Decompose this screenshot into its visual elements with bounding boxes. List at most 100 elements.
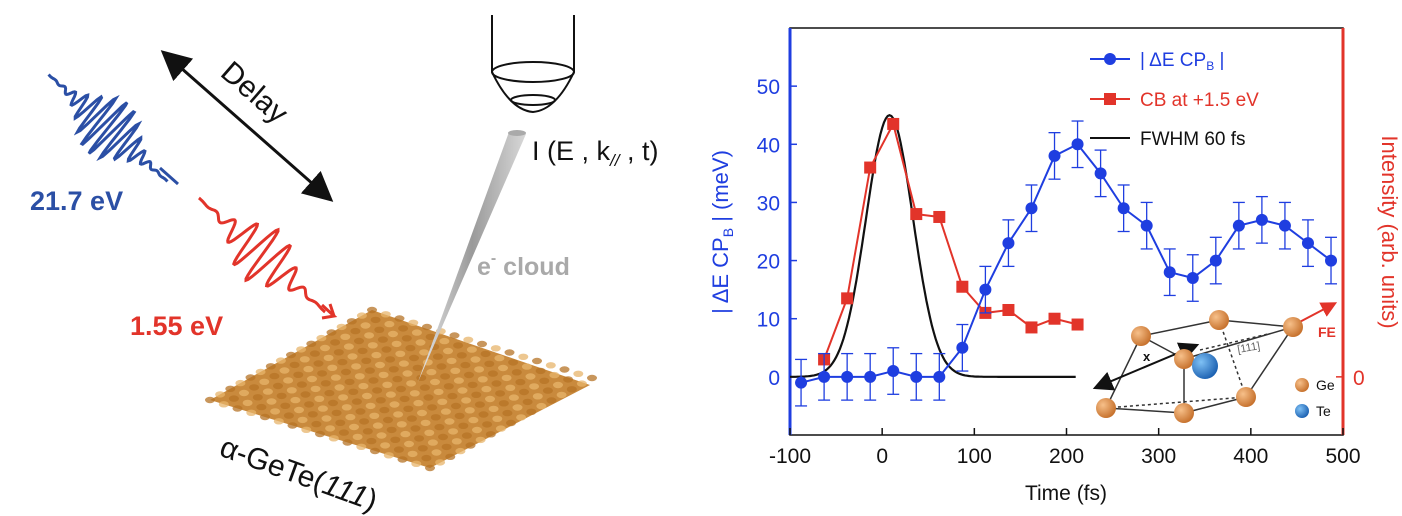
sample-atom xyxy=(343,343,354,350)
sample-atom xyxy=(411,329,422,336)
sample-atom xyxy=(401,335,412,342)
sample-atom xyxy=(399,395,410,403)
sample-atom xyxy=(431,449,442,456)
sample-atom xyxy=(563,376,574,383)
sample-atom xyxy=(420,419,431,427)
delay-label: Delay xyxy=(214,55,294,130)
sample-atom xyxy=(419,384,430,391)
red-series-point xyxy=(864,161,877,174)
sample-atom xyxy=(260,413,270,421)
sample-atom xyxy=(273,382,283,390)
red-series-point xyxy=(1002,303,1015,316)
sample-atom xyxy=(293,371,304,378)
sample-atom xyxy=(276,392,287,400)
sample-atom xyxy=(286,351,296,359)
sample-atom xyxy=(354,373,365,380)
sample-atom xyxy=(437,398,448,405)
sample-atom xyxy=(239,389,249,397)
sample-atom xyxy=(334,384,345,391)
sample-atom xyxy=(252,394,263,401)
sample-atom xyxy=(518,353,529,360)
probe-arrow-head xyxy=(159,166,179,186)
sample-atom xyxy=(310,385,321,393)
y-tick-label: 20 xyxy=(757,251,780,274)
red-series-point xyxy=(956,280,969,293)
sample-atom xyxy=(228,395,239,402)
ge-atom xyxy=(1131,326,1151,346)
sample-atom xyxy=(376,432,387,439)
blue-series-point xyxy=(818,370,831,383)
sample-atom xyxy=(328,399,338,407)
sample-atom xyxy=(369,412,380,419)
signal-label: I (E , k// , t) xyxy=(532,136,658,170)
sample-atom xyxy=(559,366,570,373)
sample-atom xyxy=(448,428,459,435)
blue-series-point xyxy=(1186,272,1199,285)
sample-atom xyxy=(404,440,414,448)
sample-atom xyxy=(375,361,385,369)
sample-atom xyxy=(492,415,503,422)
sample-atom xyxy=(390,436,401,443)
sample-atom xyxy=(359,418,370,425)
sample-atom xyxy=(352,433,363,441)
sample-atom xyxy=(515,378,526,386)
sample-atom xyxy=(542,387,553,394)
sample-atom xyxy=(422,323,432,331)
sample-atom xyxy=(368,377,379,384)
red-series-point xyxy=(933,210,946,223)
sample-atom xyxy=(313,360,324,367)
sample-atom xyxy=(242,399,253,407)
ge-atom xyxy=(1174,349,1194,369)
sample-atom xyxy=(549,371,560,379)
sample-atom xyxy=(270,408,281,415)
sample-atom xyxy=(416,374,427,381)
sample-atom xyxy=(407,450,418,458)
sample-atom xyxy=(501,374,512,382)
sample-atom xyxy=(346,318,357,325)
sample-atom xyxy=(279,367,290,374)
sample-atom xyxy=(512,404,523,411)
sample-atom xyxy=(349,423,359,431)
sample-atom xyxy=(315,430,325,438)
left-schematic: Delay 21.7 eV 1.55 eV α-GeTe(111) I (E ,… xyxy=(30,15,658,516)
sample-atom xyxy=(451,402,461,410)
sample-atom xyxy=(287,422,298,429)
sample-atom xyxy=(454,412,465,420)
sample-atom xyxy=(325,425,336,432)
sample-atom xyxy=(273,418,284,425)
sample-atom xyxy=(324,389,335,397)
sample-atom xyxy=(205,396,215,404)
sample-atom xyxy=(300,391,311,398)
sample-atom xyxy=(414,435,425,442)
sample-atom xyxy=(475,436,486,444)
blue-series-point xyxy=(887,365,900,378)
sample-atom xyxy=(417,445,428,452)
fe-label: FE xyxy=(1318,324,1336,340)
blue-series-point xyxy=(1163,266,1176,279)
sample-atom xyxy=(341,404,352,411)
sample-atom xyxy=(225,385,236,392)
te-legend-marker xyxy=(1295,404,1309,418)
blue-series-point xyxy=(979,283,992,296)
sample-atom xyxy=(262,388,273,395)
sample-atom xyxy=(466,346,477,353)
sample-atom xyxy=(372,387,383,394)
legend-item-black: FWHM 60 fs xyxy=(1090,129,1246,150)
sample-atom xyxy=(494,354,505,362)
x-tick-label: 100 xyxy=(957,445,992,468)
sample-atom xyxy=(464,371,474,379)
sample-atom xyxy=(490,345,501,352)
sample-atom xyxy=(495,425,506,432)
crystal-inset: x [111] FE Ge Te xyxy=(1092,302,1338,423)
sample-atom xyxy=(283,377,294,384)
sample-atom xyxy=(453,377,464,384)
sample-atom xyxy=(573,370,584,377)
y-tick-label: 40 xyxy=(757,134,780,157)
sample-atom xyxy=(323,354,334,362)
sample-atom xyxy=(218,401,229,408)
sample-atom xyxy=(391,340,402,348)
sample-atom xyxy=(354,337,364,345)
sample-atom xyxy=(425,464,435,472)
sample-atom xyxy=(372,422,383,429)
sample-atom xyxy=(488,405,499,413)
